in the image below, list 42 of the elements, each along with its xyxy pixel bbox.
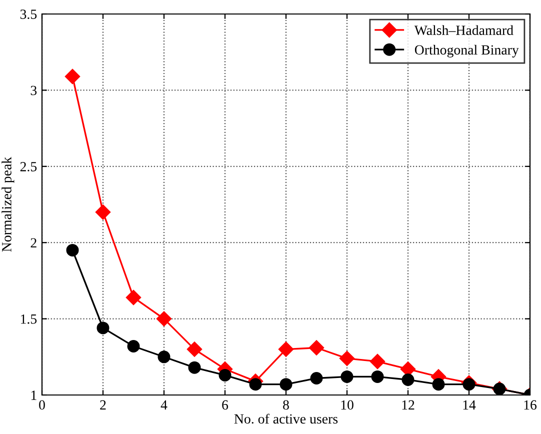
point [370,354,386,370]
point [64,68,80,84]
point [280,378,292,391]
point [432,378,445,391]
point [340,370,354,383]
y-tick-label: 3 [30,86,37,96]
point [278,342,294,357]
point [249,378,262,391]
y-tick-label: 1 [31,390,36,400]
x-tick-label: 4 [160,400,168,410]
y-tick-label: 3.5 [20,10,37,20]
point [127,340,140,352]
point [96,322,110,334]
point [402,374,414,386]
y-tick-label: 2.5 [20,162,37,172]
point [156,311,172,326]
x-tick-label: 6 [222,400,228,410]
point [188,361,201,374]
legend-label: Orthogonal Binary [414,44,519,58]
y-tick-label: 2 [30,238,36,248]
point [186,342,202,357]
point [66,244,79,256]
x-tick-label: 14 [463,400,476,410]
x-tick-label: 8 [283,400,289,410]
x-tick-label: 12 [402,400,414,410]
y-axis-title: Normalized peak [2,156,14,252]
point [371,370,384,383]
point [310,372,323,384]
point [462,378,476,391]
x-tick-label: 10 [341,400,354,410]
point [158,350,170,364]
point [218,368,232,382]
y-tick-label: 1.5 [21,314,37,324]
legend-label: Walsh–Hadamard [414,25,514,36]
x-axis-title: No. of active users [234,414,338,424]
x-tick-label: 16 [524,400,537,410]
x-tick-label: 2 [100,400,106,410]
point [308,340,324,356]
point [126,290,142,306]
point [95,204,111,220]
point [339,350,355,366]
x-tick-label: 0 [39,400,45,410]
